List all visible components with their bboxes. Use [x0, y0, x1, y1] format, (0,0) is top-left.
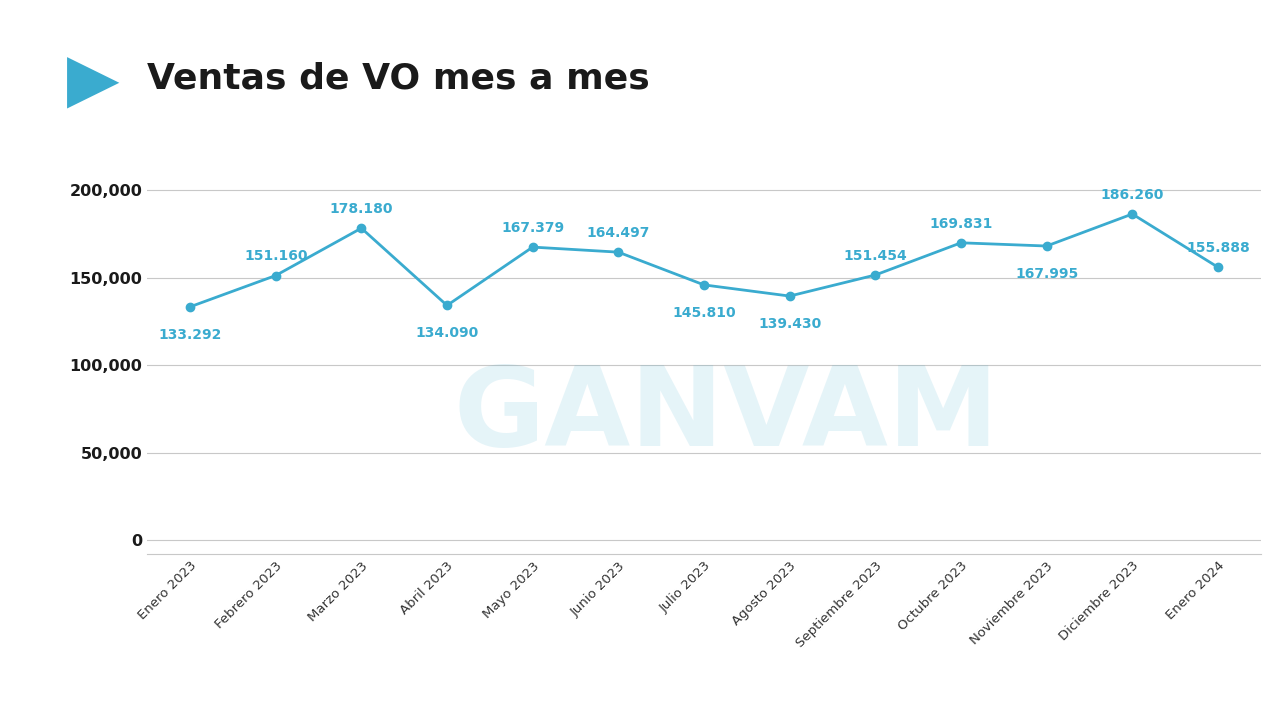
Text: 134.090: 134.090 [416, 326, 479, 341]
Text: 186.260: 186.260 [1101, 188, 1164, 202]
Text: 164.497: 164.497 [586, 226, 650, 240]
Text: Ventas de VO mes a mes: Ventas de VO mes a mes [147, 61, 650, 95]
Text: 167.995: 167.995 [1015, 267, 1078, 281]
Text: 139.430: 139.430 [758, 317, 822, 331]
Text: 133.292: 133.292 [159, 328, 221, 342]
Text: 151.160: 151.160 [244, 249, 307, 264]
Text: 145.810: 145.810 [672, 306, 736, 320]
Text: 167.379: 167.379 [500, 221, 564, 235]
Text: 169.831: 169.831 [929, 217, 993, 230]
Text: 151.454: 151.454 [844, 248, 908, 263]
Text: GANVAM: GANVAM [453, 362, 998, 469]
Text: 155.888: 155.888 [1187, 241, 1249, 255]
Text: 178.180: 178.180 [330, 202, 393, 216]
Polygon shape [67, 57, 119, 109]
